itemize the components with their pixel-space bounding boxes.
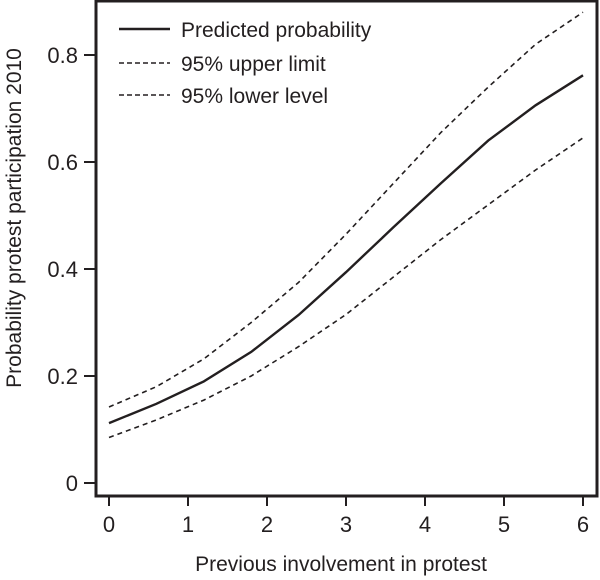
y-tick-label: 0.8 bbox=[47, 43, 78, 68]
x-tick-label: 5 bbox=[498, 512, 510, 537]
x-axis-title: Previous involvement in protest bbox=[195, 553, 487, 576]
legend: Predicted probability 95% upper limit 95% … bbox=[119, 19, 372, 108]
y-tick-label: 0 bbox=[66, 471, 78, 496]
x-tick-label: 4 bbox=[419, 512, 431, 537]
plot-frame bbox=[94, 0, 599, 498]
y-tick-label: 0.2 bbox=[47, 364, 78, 389]
x-tick-label: 3 bbox=[340, 512, 352, 537]
y-tick-label: 0.6 bbox=[47, 150, 78, 175]
legend-label: 95% upper limit bbox=[181, 53, 326, 76]
legend-label: 95% lower level bbox=[181, 85, 328, 108]
legend-label: Predicted probability bbox=[181, 19, 372, 42]
x-tick-label: 6 bbox=[577, 512, 589, 537]
y-tick-label: 0.4 bbox=[47, 257, 78, 282]
x-tick-label: 1 bbox=[182, 512, 194, 537]
x-axis: 0 1 2 3 4 5 6 bbox=[103, 496, 589, 537]
y-axis: 0 0.2 0.4 0.6 0.8 bbox=[47, 43, 96, 496]
x-tick-label: 0 bbox=[103, 512, 115, 537]
x-tick-label: 2 bbox=[261, 512, 273, 537]
y-axis-title: Probability protest participation 2010 bbox=[3, 48, 26, 388]
lower-level-line bbox=[108, 137, 584, 439]
series-lines bbox=[108, 11, 584, 439]
predicted-line bbox=[108, 74, 584, 425]
